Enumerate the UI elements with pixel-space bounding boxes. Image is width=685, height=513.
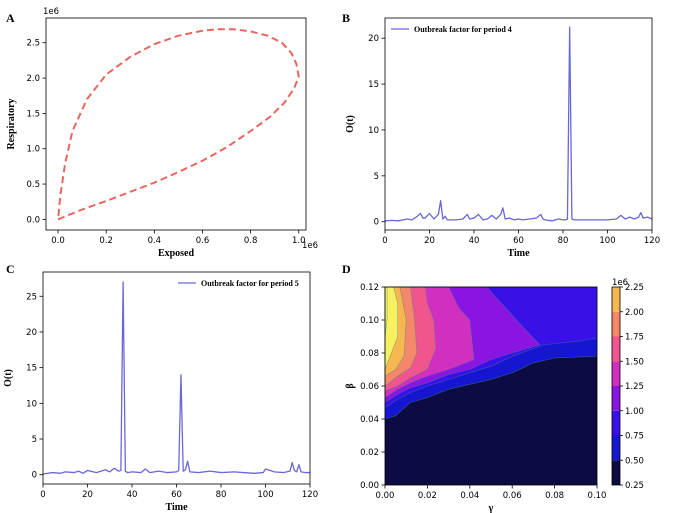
panel-d-ytick-label: 0.02 — [360, 448, 379, 458]
panel-a-ytick-label: 1.0 — [26, 145, 40, 155]
panel-b-ytick-label: 0 — [374, 218, 379, 228]
panel-d-xtick-label: 0.10 — [588, 491, 607, 501]
panel-c-series-line — [42, 281, 310, 475]
panel-label-c: C — [6, 262, 15, 276]
panel-d-colorbar-band — [612, 460, 620, 485]
panel-a-xtick-label: 0.0 — [51, 236, 65, 246]
panel-d-frame — [384, 286, 598, 486]
panel-d-colorbar-offset: 1e6 — [612, 278, 628, 288]
panel-a-y-offset: 1e6 — [43, 7, 59, 17]
panel-a-ytick-label: 1.5 — [26, 109, 40, 119]
panel-a-frame — [45, 17, 307, 231]
panel-a-xtick-label: 0.6 — [196, 236, 210, 246]
panel-d-xtick-label: 0.08 — [545, 491, 564, 501]
panel-a-xlabel: Exposed — [158, 248, 195, 259]
panel-c-legend-label: Outbreak factor for period 5 — [201, 279, 299, 288]
panel-c-chart: 0 20 40 60 80 100 120 0 5 10 15 20 25 Time O(t) Outbrea… — [3, 271, 318, 513]
panel-b-xtick-label: 20 — [424, 236, 435, 246]
panel-b-xlabel: Time — [507, 248, 530, 259]
panel-d-colorbar-tick-label: 1.25 — [625, 382, 644, 392]
panel-c-xlabel: Time — [165, 502, 188, 513]
panel-c-xtick-label: 40 — [127, 490, 138, 500]
panel-label-d: D — [342, 262, 351, 276]
panel-d-colorbar-band — [612, 435, 620, 461]
panel-a-xtick-label: 1.0 — [292, 236, 306, 246]
panel-b-xtick-label: 40 — [469, 236, 480, 246]
panel-d-colorbar-band — [612, 361, 620, 386]
panel-b-xtick-label: 80 — [558, 236, 569, 246]
panel-d-colorbar-band — [612, 336, 620, 362]
panel-c-frame — [42, 271, 311, 485]
panel-d-ytick-label: 0.10 — [360, 316, 379, 326]
panel-d-xlabel: γ — [488, 503, 494, 513]
panel-d-colorbar-tick-label: 1.00 — [625, 407, 644, 417]
panel-b-frame — [384, 17, 653, 231]
panel-b-xtick-label: 120 — [644, 236, 660, 246]
panel-d-colorbar-tick-label: 0.50 — [625, 456, 644, 466]
panel-c-ytick-label: 5 — [32, 435, 37, 445]
panel-b-ytick-label: 15 — [368, 80, 379, 90]
panel-b-ytick-label: 20 — [368, 34, 379, 44]
panel-c-ytick-label: 20 — [26, 328, 37, 338]
panel-label-b: B — [342, 11, 350, 25]
panel-label-a: A — [6, 11, 15, 25]
panel-b-xtick-label: 100 — [599, 236, 615, 246]
panel-c-ytick-label: 0 — [32, 471, 37, 481]
panel-d-colorbar-band — [612, 386, 620, 411]
panel-b-legend-label: Outbreak factor for period 4 — [414, 25, 512, 34]
panel-a-xtick-label: 0.2 — [99, 236, 113, 246]
panel-b-xtick-label: 0 — [382, 236, 387, 246]
panel-d-colorbar-tick-label: 2.00 — [625, 308, 644, 318]
panel-d-ytick-label: 0.04 — [360, 415, 379, 425]
panel-a-x-offset: 1e6 — [302, 241, 318, 251]
panel-d-colorbar-tick-label: 0.25 — [625, 481, 644, 491]
panel-a-ytick-label: 2.5 — [26, 39, 40, 49]
panel-d-colorbar-tick-label: 1.50 — [625, 357, 644, 367]
panel-d-colorbar-band — [612, 410, 620, 436]
panel-b-xtick-label: 60 — [513, 236, 524, 246]
panel-d-xtick-label: 0.00 — [376, 491, 395, 501]
panel-c-ylabel: O(t) — [3, 369, 14, 387]
panel-c-xtick-label: 20 — [82, 490, 93, 500]
panel-a-chart: 0.0 0.2 0.4 0.6 0.8 1.0 0.0 0.5 1.0 1.5 2.0 2.5 Expo… — [6, 7, 318, 259]
panel-d-xtick-label: 0.02 — [418, 491, 437, 501]
panel-d-ytick-label: 0.08 — [360, 349, 379, 359]
panel-d-ytick-label: 0.12 — [360, 283, 379, 293]
panel-c-ytick-label: 15 — [26, 364, 37, 374]
panel-c-xtick-label: 0 — [40, 490, 45, 500]
panel-b-ytick-label: 10 — [368, 126, 379, 136]
panel-a-ytick-label: 2.0 — [26, 74, 40, 84]
panel-c-xtick-label: 60 — [171, 490, 182, 500]
panel-d-ylabel: β — [345, 383, 356, 388]
panel-d-xtick-label: 0.06 — [503, 491, 522, 501]
panel-c-xtick-label: 100 — [257, 490, 273, 500]
panel-a-ytick-label: 0.0 — [26, 215, 40, 225]
panel-a-ylabel: Respiratory — [6, 98, 17, 149]
panel-a-xtick-label: 0.4 — [148, 236, 162, 246]
panel-a-series-line — [57, 28, 300, 221]
panel-c-xtick-label: 120 — [302, 490, 318, 500]
panel-c-ytick-label: 25 — [26, 292, 37, 302]
panel-a-ytick-label: 0.5 — [26, 180, 40, 190]
panel-b-ytick-label: 5 — [374, 172, 379, 182]
panel-c-ytick-label: 10 — [26, 399, 37, 409]
panel-b-ylabel: O(t) — [345, 115, 356, 133]
panel-d-chart: 0.00 0.02 0.04 0.06 0.08 0.10 0.00 0.02 0.04 0.06… — [345, 278, 644, 513]
panel-d-colorbar-band — [612, 311, 620, 337]
panel-d-xtick-label: 0.04 — [460, 491, 479, 501]
panel-c-xtick-label: 80 — [216, 490, 227, 500]
panel-d-colorbar-band — [612, 287, 620, 312]
panel-d-colorbar-tick-label: 2.25 — [625, 283, 644, 293]
panel-d-colorbar-tick-label: 0.75 — [625, 432, 644, 442]
panel-b-chart: 0 20 40 60 80 100 120 0 5 10 15 20 Time O(t) Outbreak … — [345, 17, 660, 259]
panel-d-colorbar-tick-label: 1.75 — [625, 333, 644, 343]
panel-d-ytick-label: 0.00 — [360, 481, 379, 491]
panel-a-xtick-label: 0.8 — [244, 236, 258, 246]
panel-d-ytick-label: 0.06 — [360, 382, 379, 392]
panel-b-series-line — [384, 26, 653, 222]
